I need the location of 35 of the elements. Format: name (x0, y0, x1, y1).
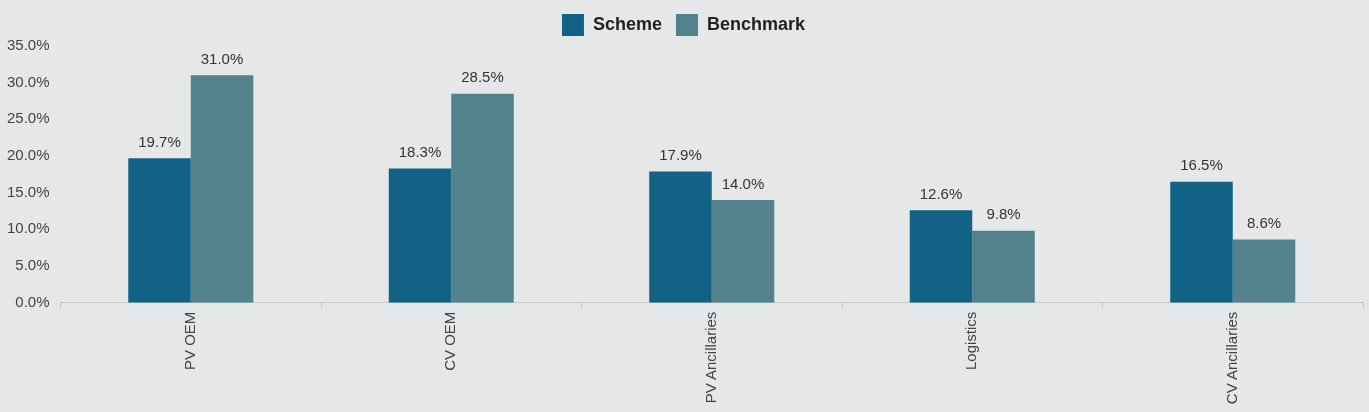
data-label: 16.5% (1180, 156, 1223, 174)
x-tick-label: CV Ancillaries (1222, 311, 1240, 405)
data-label: 8.6% (1246, 214, 1282, 232)
bar (451, 93, 514, 303)
data-label: 18.3% (398, 143, 442, 161)
bar (909, 210, 973, 303)
x-tick-label: CV OEM (441, 311, 459, 371)
bar (711, 199, 775, 303)
x-tick-label: PV Ancillaries (701, 311, 719, 404)
y-tick-label: 10.0% (6, 219, 50, 237)
bar (649, 171, 712, 303)
y-tick-label: 20.0% (6, 146, 50, 164)
y-tick-label: 5.0% (15, 256, 50, 274)
bar (972, 230, 1035, 303)
data-label: 9.8% (986, 205, 1021, 223)
bar (190, 75, 254, 303)
legend-label: Benchmark (707, 13, 807, 34)
data-label: 19.7% (138, 132, 181, 150)
y-tick-label: 15.0% (6, 182, 50, 200)
y-tick-label: 0.0% (15, 292, 50, 310)
bar (1170, 181, 1233, 303)
y-tick-label: 30.0% (6, 72, 50, 90)
bar (388, 168, 452, 303)
x-tick-label: PV OEM (180, 311, 198, 370)
bar (128, 158, 191, 303)
x-tick-label: Logistics (962, 311, 980, 370)
y-tick-label: 35.0% (6, 36, 50, 54)
data-label: 12.6% (919, 184, 963, 202)
data-label: 17.9% (659, 146, 702, 164)
bar (1232, 239, 1296, 303)
data-label: 28.5% (461, 68, 504, 86)
y-tick-label: 25.0% (6, 109, 50, 127)
legend-label: Scheme (592, 13, 663, 34)
data-label: 31.0% (200, 49, 244, 67)
data-label: 14.0% (721, 174, 765, 192)
